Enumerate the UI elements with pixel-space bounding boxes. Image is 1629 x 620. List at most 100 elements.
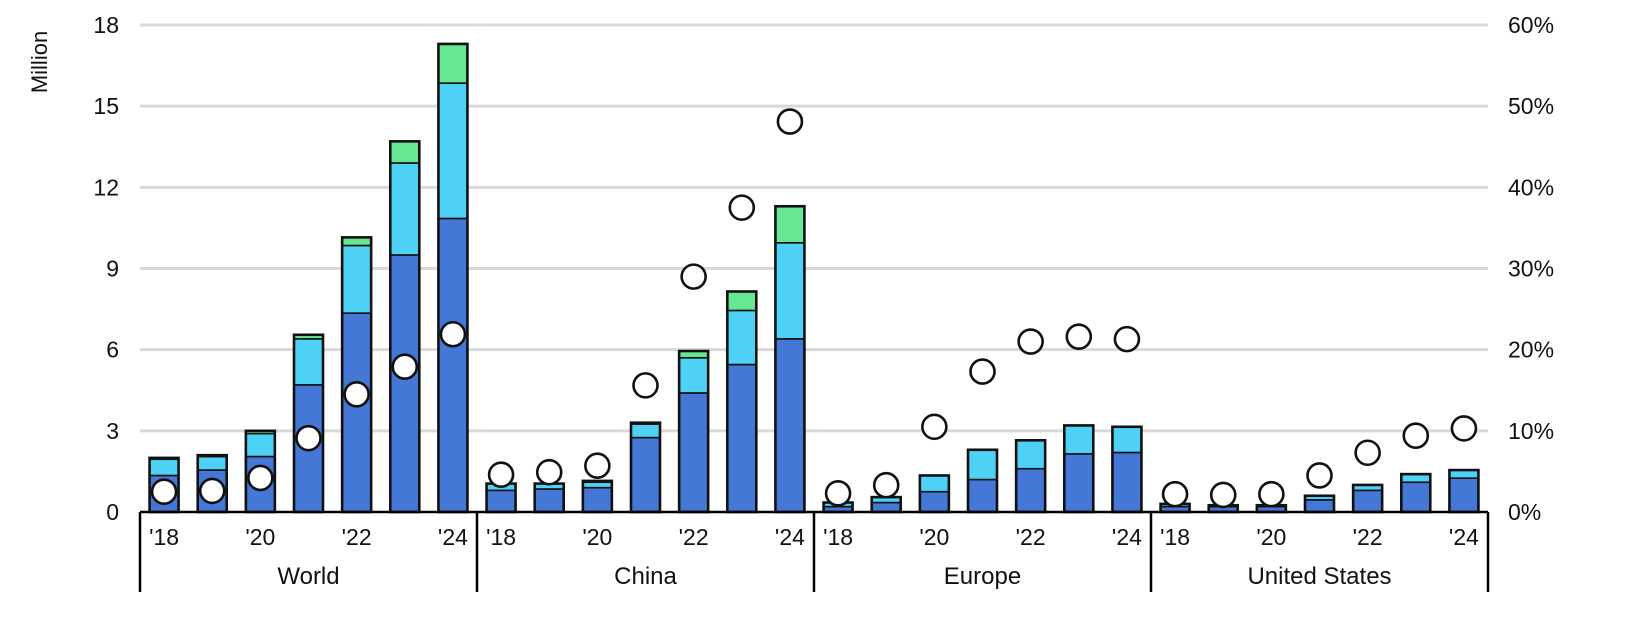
bar-segment-series2 [245,432,276,458]
bar-segment-series1 [726,363,758,513]
share-marker [150,478,178,506]
x-tick-label: '22 [1016,524,1046,550]
bar-segment-series2 [1063,424,1095,455]
x-tick-label: '22 [342,524,372,550]
group-label: Europe [944,563,1021,590]
share-marker [584,452,611,480]
bar-segment-series3 [437,43,469,84]
share-marker [1402,422,1430,450]
x-tick-label: '24 [438,524,468,550]
bar-segment-series1 [341,312,372,513]
bar-segment-series2 [630,423,661,439]
bar-segment-series2 [148,458,180,477]
share-marker [1065,323,1093,350]
bar-segment-series2 [774,241,806,340]
share-marker [1209,481,1237,509]
y-axis-title: Million [27,31,52,93]
x-tick-label: '18 [149,524,179,550]
share-marker [1113,325,1141,353]
right-tick-label: 0% [1508,499,1541,525]
x-axis: '18 '20 '22 '24 World '18 '20 '22 '24 China '18 '20… [138,510,1490,592]
share-marker [969,358,996,385]
right-tick-label: 40% [1508,174,1554,200]
x-tick-label: '18 [486,524,516,550]
x-tick-label: '18 [1160,524,1190,550]
share-markers [150,108,1478,509]
share-marker [1161,480,1189,508]
bar-segment-series2 [1111,425,1143,454]
share-marker [343,381,370,408]
bar-segment-series2 [437,82,469,220]
right-axis: 0% 10% 20% 30% 40% 50% 60% [1508,12,1554,525]
x-tick-label: '18 [823,524,853,550]
right-tick-label: 50% [1508,93,1554,119]
share-marker [1258,480,1285,508]
bar-segment-series3 [726,290,758,312]
share-marker [824,480,852,507]
share-marker [247,464,274,492]
left-tick-label: 9 [106,256,119,282]
x-tick-label: '24 [1112,524,1142,550]
bar-segment-series1 [1448,477,1480,513]
share-marker [872,471,900,499]
share-marker [391,353,419,381]
left-tick-label: 15 [93,93,119,119]
bar-segment-series1 [1400,481,1432,513]
x-tick-label: '24 [1449,524,1479,550]
bar-segment-series2 [582,481,613,489]
right-tick-label: 20% [1508,337,1554,363]
bar-segment-series1 [919,490,950,513]
right-tick-label: 60% [1508,12,1554,38]
bar-segment-series2 [1015,439,1046,470]
share-marker [535,458,563,486]
right-tick-label: 10% [1508,418,1554,444]
x-tick-label: '22 [679,524,709,550]
bar-segment-series1 [437,217,469,513]
share-marker [295,424,322,452]
share-marker [439,320,467,348]
bar-segment-series2 [196,455,228,471]
right-tick-label: 30% [1508,256,1554,282]
bar-segment-series2 [967,448,998,481]
x-tick-label: '20 [1256,524,1286,550]
share-marker [198,477,226,505]
bar-segment-series1 [1063,453,1095,513]
bar-segment-series1 [1304,499,1335,513]
share-marker [1306,462,1333,489]
bar-segment-series1 [870,501,902,513]
bars [148,42,1480,514]
left-tick-label: 3 [106,418,119,444]
group-label: United States [1247,563,1391,590]
group-label: China [614,563,677,590]
share-marker [680,263,707,290]
share-marker [487,461,515,488]
share-marker [921,413,948,441]
left-axis: 0 3 6 9 12 15 18 [93,12,119,525]
left-tick-label: 18 [93,12,119,38]
bar-segment-series2 [678,356,709,394]
share-marker [728,194,756,221]
group-label: World [277,563,339,590]
bar-segment-series1 [1352,489,1383,513]
bar-segment-series1 [582,486,613,513]
share-marker [1354,439,1381,467]
bar-segment-series1 [967,478,998,513]
bar-segment-series1 [1015,467,1046,513]
bar-segment-series1 [678,392,709,513]
bar-segment-series2 [341,244,372,314]
bar-segment-series1 [774,338,806,513]
left-tick-label: 6 [106,337,119,363]
share-marker [632,372,659,399]
x-tick-label: '22 [1353,524,1383,550]
left-tick-label: 12 [93,174,119,200]
x-tick-label: '20 [582,524,612,550]
bar-segment-series1 [533,488,565,513]
bar-segment-series2 [919,474,950,493]
x-tick-label: '24 [775,524,805,550]
bar-segment-series3 [774,205,806,244]
bar-segment-series1 [1111,451,1143,513]
share-marker [776,108,804,135]
share-marker [1450,415,1478,442]
